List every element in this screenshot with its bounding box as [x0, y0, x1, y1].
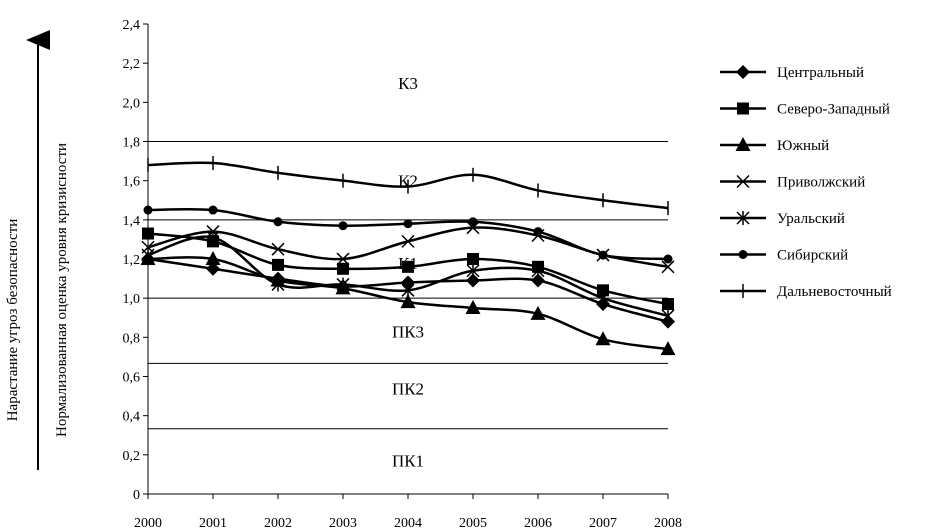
legend-item: Дальневосточный	[720, 284, 892, 300]
series-6	[143, 205, 673, 264]
data-point	[530, 305, 546, 320]
data-point	[466, 273, 480, 288]
data-point	[465, 299, 481, 314]
data-point	[598, 250, 608, 260]
y-tick-label: 1,4	[123, 214, 141, 229]
data-point	[662, 298, 674, 311]
legend-label: Северо-Западный	[777, 102, 890, 118]
data-point	[468, 217, 478, 227]
zone-label: К3	[398, 74, 418, 93]
y-tick-label: 2,2	[123, 57, 141, 72]
y-tick-label: 2,4	[123, 18, 141, 33]
series-5	[141, 230, 675, 323]
y-tick-label: 1,2	[123, 253, 141, 268]
legend-label: Центральный	[777, 65, 864, 81]
legend-label: Южный	[777, 138, 829, 154]
data-point	[271, 277, 285, 292]
data-point	[596, 291, 610, 306]
data-point	[595, 331, 611, 346]
y-tick-label: 0,6	[123, 371, 141, 386]
data-point	[338, 221, 348, 231]
data-point	[737, 102, 749, 115]
y-tick-label: 0,4	[123, 410, 141, 425]
data-point	[531, 263, 545, 278]
data-point	[597, 284, 609, 297]
legend-label: Уральский	[777, 211, 845, 227]
x-tick-label: 2001	[199, 516, 227, 531]
axes: 0 0,2 0,4 0,6 0,8 1,0 1,2 1,4 1,6 1,8 2,0 2,2 2,4 200…	[123, 18, 683, 531]
data-point	[661, 260, 675, 274]
x-tick-label: 2007	[589, 516, 617, 531]
x-tick-label: 2003	[329, 516, 357, 531]
legend: Центральный Северо-Западный Южный Приволжск…	[720, 65, 892, 300]
data-point	[273, 217, 283, 227]
y-tick-label: 0,2	[123, 449, 141, 464]
y-tick-label: 1,6	[123, 175, 141, 190]
legend-item: Приволжский	[720, 175, 865, 191]
y-tick-label: 0,8	[123, 331, 141, 346]
data-point	[402, 260, 414, 273]
y-tick-label: 0	[133, 488, 140, 503]
zone-label: ПК1	[392, 452, 424, 471]
series-7	[147, 156, 669, 216]
y-axis-label-inner: Нормализованная оценка уровня кризисност…	[54, 143, 70, 437]
data-point	[336, 277, 350, 292]
series-lines	[140, 156, 676, 356]
y-axis-labels: Нарастание угроз безопасности Нормализов…	[5, 30, 70, 470]
x-tick-label: 2000	[134, 516, 162, 531]
data-point	[336, 252, 350, 266]
legend-label: Дальневосточный	[777, 284, 892, 300]
data-point	[661, 308, 675, 323]
data-point	[736, 174, 750, 189]
data-point	[208, 205, 218, 215]
y-tick-label: 1,0	[123, 292, 141, 307]
data-point	[337, 262, 349, 275]
x-tick-label: 2006	[524, 516, 552, 531]
data-point	[531, 273, 545, 288]
y-tick-label: 1,8	[123, 136, 141, 151]
legend-item: Южный	[720, 137, 829, 154]
legend-label: Сибирский	[777, 248, 848, 264]
data-point	[660, 341, 676, 356]
zone-label: ПК3	[392, 322, 424, 341]
legend-item: Северо-Западный	[720, 102, 890, 118]
data-point	[738, 250, 748, 259]
x-tick-label: 2004	[394, 516, 422, 531]
x-tick-label: 2002	[264, 516, 292, 531]
data-point	[271, 242, 285, 256]
data-point	[206, 230, 220, 245]
x-tick-label: 2008	[654, 516, 682, 531]
data-point	[400, 294, 416, 309]
zone-label: ПК2	[392, 379, 424, 398]
y-tick-label: 2,0	[123, 96, 141, 111]
legend-item: Центральный	[720, 65, 864, 81]
data-point	[663, 254, 673, 264]
y-axis-label-outer: Нарастание угроз безопасности	[5, 219, 21, 422]
data-point	[401, 283, 415, 298]
data-point	[466, 263, 480, 278]
legend-label: Приволжский	[777, 175, 865, 191]
data-point	[533, 227, 543, 237]
data-point	[736, 211, 750, 225]
legend-item: Уральский	[720, 211, 845, 227]
x-tick-label: 2005	[459, 516, 487, 531]
data-point	[467, 253, 479, 265]
data-point	[403, 219, 413, 229]
data-point	[272, 258, 284, 271]
data-point	[736, 65, 750, 79]
data-point	[735, 137, 751, 151]
legend-item: Сибирский	[720, 248, 848, 264]
data-point	[401, 234, 415, 248]
data-point	[206, 261, 220, 276]
data-point	[205, 251, 221, 265]
